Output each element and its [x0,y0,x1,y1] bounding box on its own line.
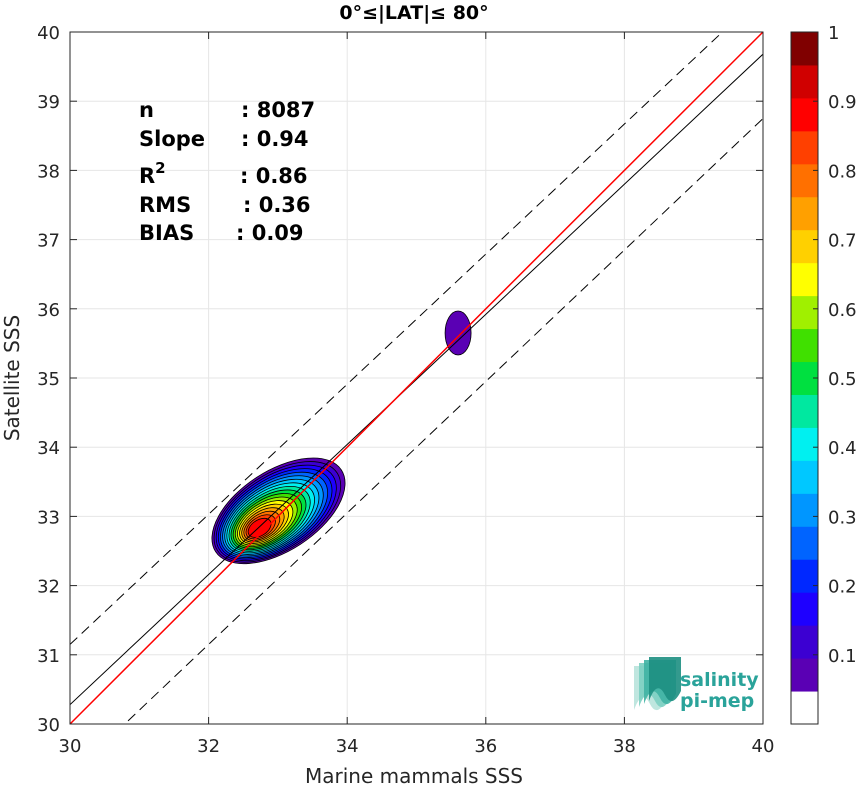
colorbar-segment [791,493,818,527]
y-tick-label: 30 [37,715,60,736]
stat-row: n : 8087 [139,98,315,122]
colorbar-tick-label: 0.7 [828,231,857,252]
stat-name: n [139,98,154,122]
x-tick-label: 32 [197,736,220,757]
colorbar-tick-label: 0.3 [828,507,857,528]
colorbar-segment [791,394,818,428]
y-tick-label: 38 [37,161,60,182]
colorbar-segment [791,592,818,626]
colorbar-segment [791,130,818,165]
colorbar-segment [791,460,818,494]
stat-name: RMS [139,193,191,217]
colorbar-segment [791,328,818,363]
colorbar-segment [791,658,818,692]
stat-value: : 0.94 [241,127,309,151]
stat-row: RMS : 0.36 [139,193,311,217]
logo-text-line1: salinity [680,669,759,691]
identity-line [70,32,763,724]
stat-name: BIAS [139,221,194,245]
x-axis-label: Marine mammals SSS [305,764,523,786]
stat-value: : 0.36 [243,193,311,217]
colorbar-segment [791,295,818,330]
colorbar-segment [791,427,818,461]
colorbar-tick-label: 0.4 [828,438,857,459]
x-tick-label: 34 [336,736,359,757]
colorbar-segment [791,625,818,659]
x-tick-label: 30 [59,736,82,757]
colorbar-tick-label: 0.8 [828,161,857,182]
reference-lines [70,32,763,724]
colorbar-tick-label: 0.6 [828,300,857,321]
colorbar-tick-label: 0.1 [828,646,857,667]
y-tick-label: 35 [37,369,60,390]
y-tick-label: 32 [37,577,60,598]
logo-wave [649,657,681,702]
logo-wave-icon [634,657,681,711]
colorbar-segment [791,559,818,593]
fit-line [70,53,763,705]
colorbar-segment [791,691,818,725]
stat-row: BIAS : 0.09 [139,221,304,245]
plot-content [70,32,763,724]
stat-value: : 8087 [241,98,315,122]
colorbar-segment [791,196,818,231]
stats-box: n : 8087 Slope : 0.94 R2 : 0.86 RMS : 0.36 BIAS:… [139,98,315,245]
grid [69,31,764,725]
colorbar-tick-label: 0.5 [828,369,857,390]
colorbar-segment [791,229,818,264]
x-tick-label: 36 [474,736,497,757]
colorbar-segment [791,163,818,198]
y-axis-label: Satellite SSS [0,315,24,441]
colorbar-segment [791,64,818,99]
colorbar-tick-label: 1 [828,23,839,44]
colorbar-segment [791,97,818,132]
stat-row: Slope : 0.94 [139,127,309,151]
colorbar-tick-label: 0.9 [828,92,857,113]
x-tick-label: 38 [613,736,636,757]
plot-area: 30 32 34 36 38 40 30 31 32 33 34 35 36 37 38 39 40 [37,23,775,757]
chart-title: 0°≤|LAT|≤ 80° [339,2,488,24]
logo-text-line2: pi-mep [680,690,754,712]
stat-name: R2 [139,159,166,188]
stat-value: : 0.86 [240,164,308,188]
upper-bound-line [70,32,724,645]
colorbar-segment [791,32,818,66]
stat-name: Slope [139,127,205,151]
y-ticks: 30 31 32 33 34 35 36 37 38 39 40 [37,23,763,736]
colorbar: 0.1 0.2 0.3 0.4 0.5 0.6 0.7 0.8 0.9 1 [790,23,857,725]
colorbar-tick-label: 0.2 [828,577,857,598]
y-tick-label: 33 [37,507,60,528]
x-tick-label: 40 [752,736,775,757]
y-tick-label: 34 [37,438,60,459]
x-ticks: 30 32 34 36 38 40 [59,32,775,757]
y-tick-label: 40 [37,23,60,44]
colorbar-segment [791,262,818,297]
y-tick-label: 36 [37,300,60,321]
stat-superscript: 2 [155,159,165,177]
colorbar-segment [791,526,818,560]
stat-value: : 0.09 [236,221,304,245]
y-tick-label: 31 [37,646,60,667]
y-tick-label: 37 [37,231,60,252]
y-tick-label: 39 [37,92,60,113]
stat-row: R2 : 0.86 [139,159,308,188]
